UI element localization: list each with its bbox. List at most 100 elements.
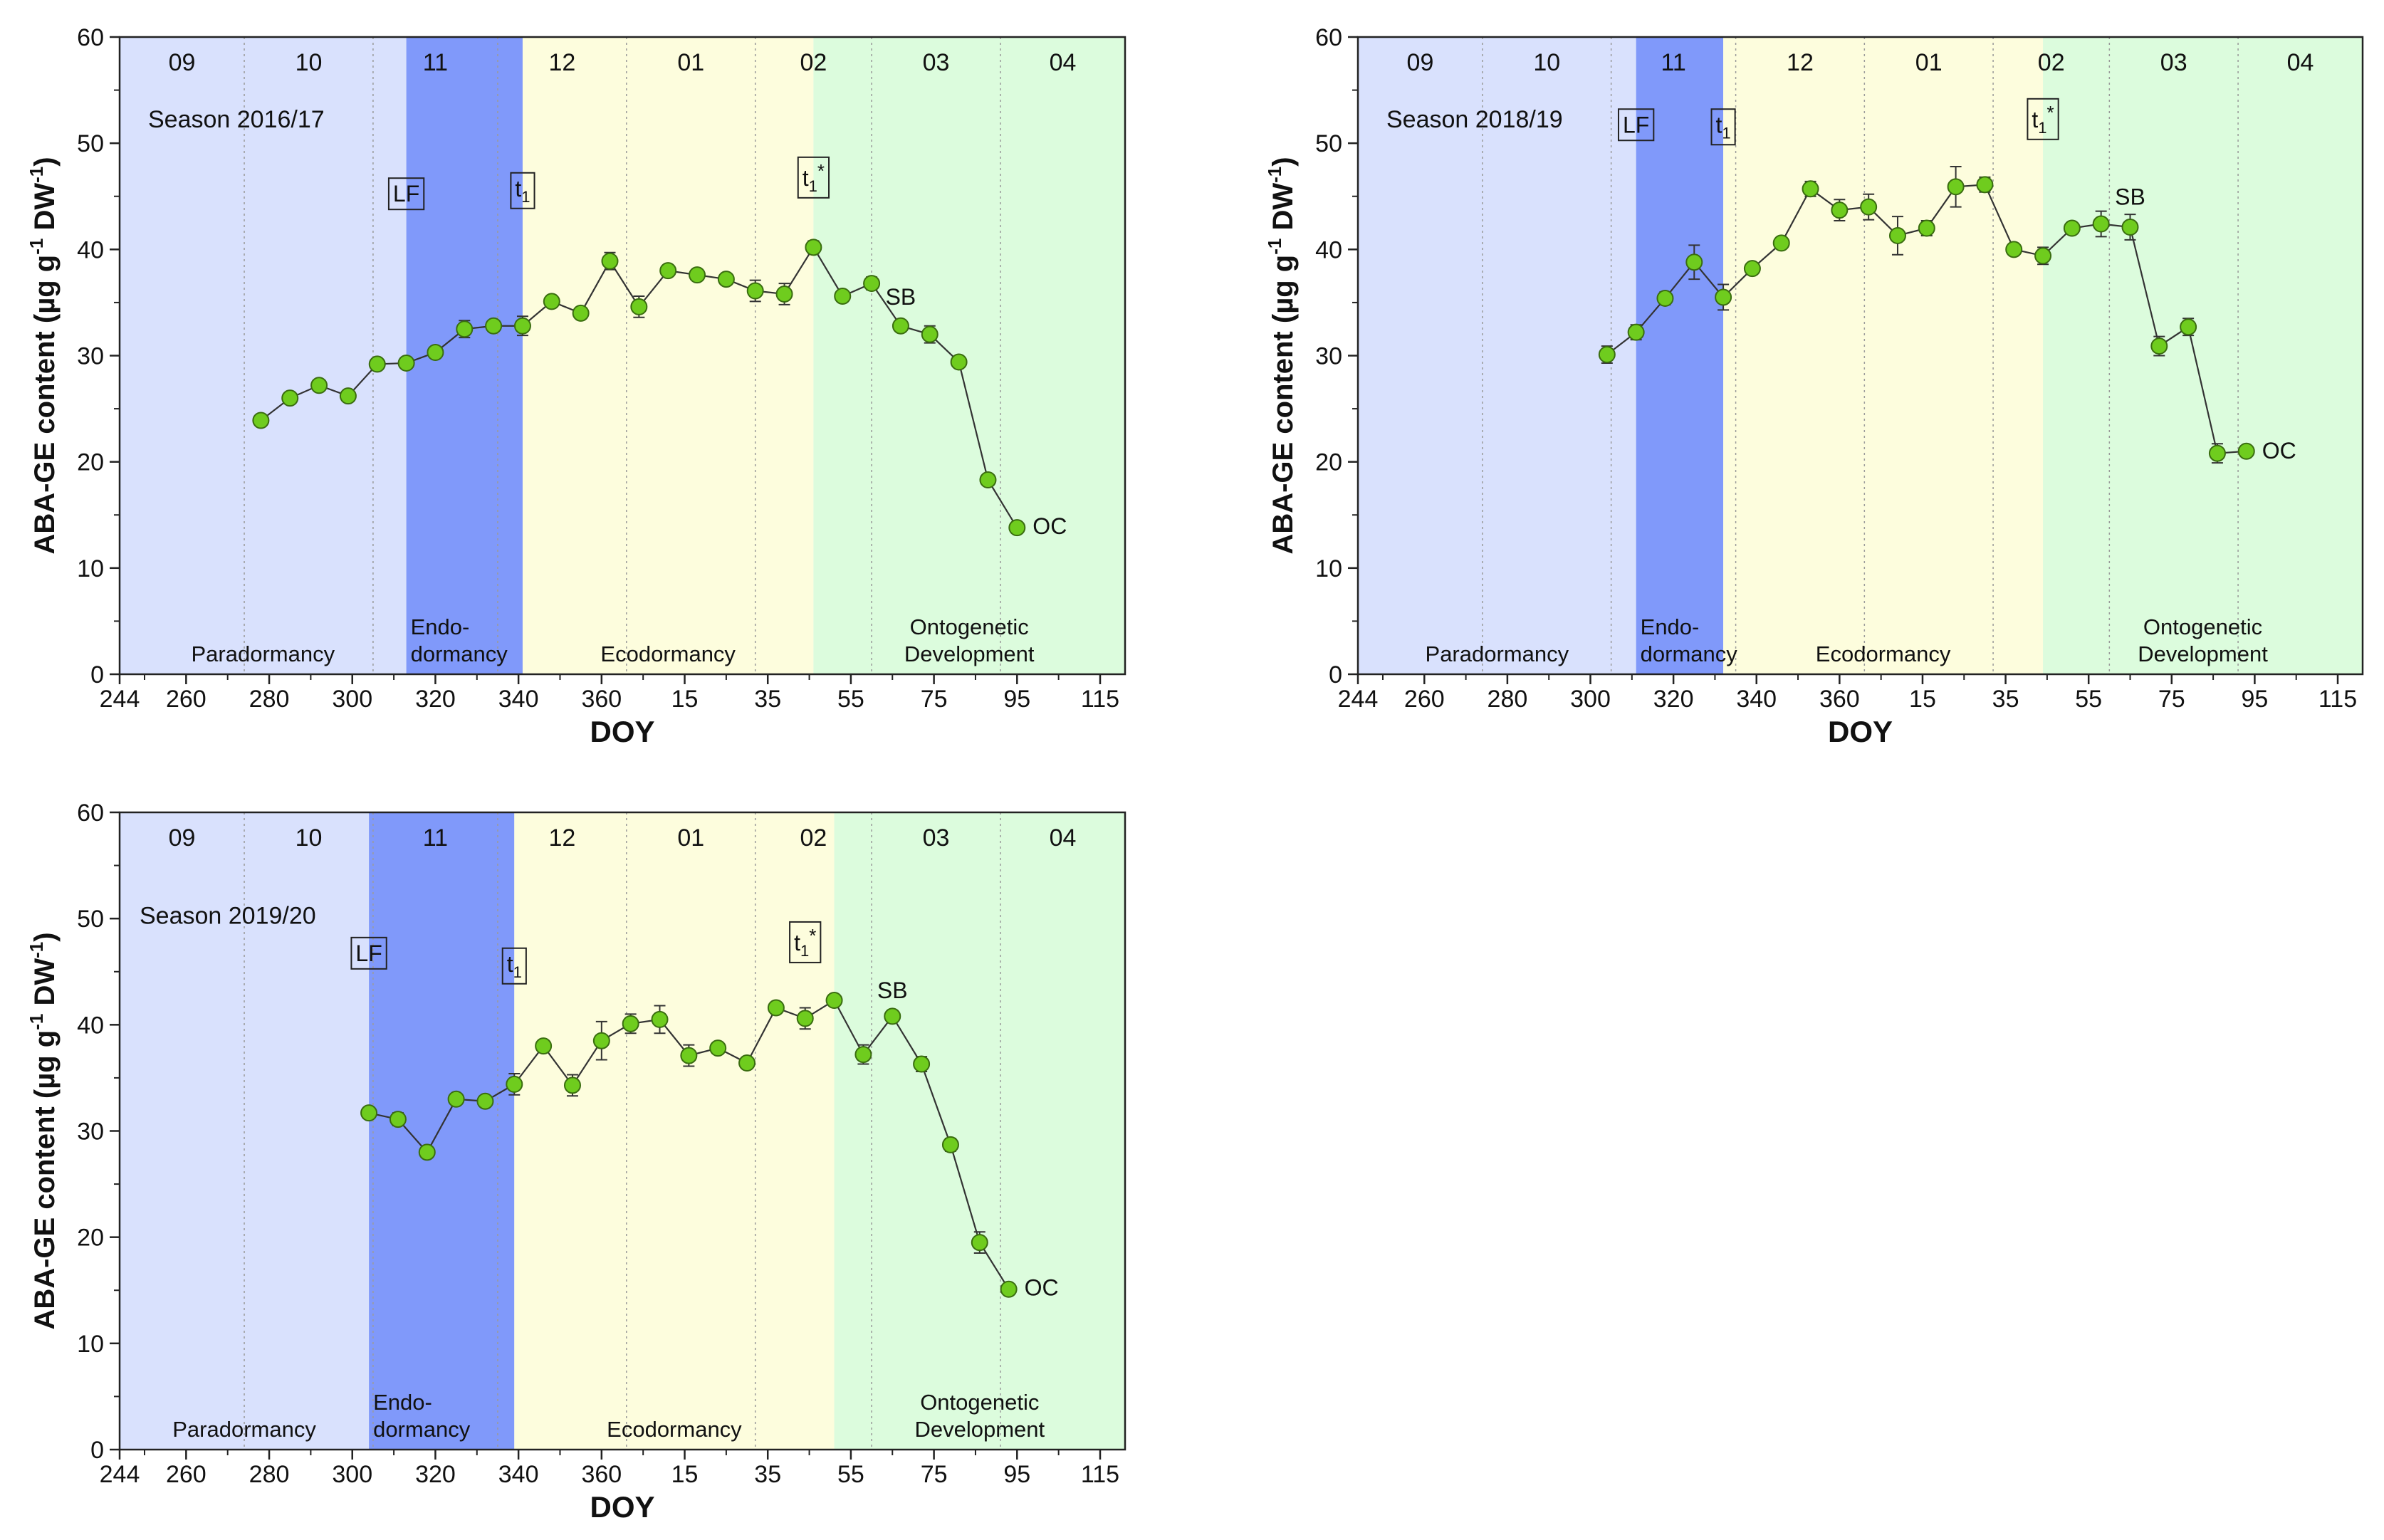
month-label: 01: [677, 824, 704, 852]
data-point: [535, 1037, 553, 1055]
annotation-t1: t1: [507, 951, 522, 981]
annotation-subscript: 1: [809, 177, 817, 195]
data-point: [950, 353, 968, 371]
data-point: [941, 1136, 959, 1153]
y-tick-label: 40: [1315, 236, 1342, 263]
data-point: [2150, 337, 2168, 355]
annotation-box: [797, 156, 830, 199]
data-point: [2208, 444, 2226, 462]
phase-label: Endo-: [373, 1390, 432, 1415]
data-point: [863, 275, 881, 293]
x-tick-label: 75: [921, 1461, 948, 1488]
phase-band: [369, 812, 515, 1450]
data-point: [485, 317, 503, 335]
chart-panel-1: 09 10 11 12 01 02 03 04ParadormancyEndo-dormanc…: [26, 24, 1126, 748]
annotation-text: t: [794, 930, 800, 955]
y-axis-title-part: DW: [1267, 183, 1299, 239]
annotation-text: OC: [1032, 513, 1067, 539]
data-point: [456, 320, 474, 338]
month-label: 02: [800, 824, 827, 852]
y-axis-title: ABA-GE content (µg g-1 DW-1): [26, 932, 61, 1329]
annotation-sb: SB: [877, 978, 908, 1003]
annotation-subscript: 1: [2038, 119, 2046, 137]
y-tick-label: 30: [1315, 343, 1342, 370]
annotation-t1star: t1*: [802, 160, 825, 195]
annotation-text: SB: [886, 284, 916, 310]
x-tick-label: 35: [1992, 686, 2019, 713]
data-point: [892, 317, 909, 335]
x-tick-label: 115: [2318, 686, 2357, 713]
y-axis-title-part: -1: [26, 942, 47, 958]
data-point: [1656, 289, 1674, 307]
annotation-subscript: 1: [513, 963, 522, 981]
annotation-text: SB: [877, 978, 908, 1003]
x-tick-label: 260: [166, 1461, 206, 1488]
annotation-subscript: 1: [521, 188, 530, 206]
month-label: 04: [1050, 824, 1077, 852]
x-tick-label: 244: [100, 1461, 140, 1488]
y-axis-title-part: ): [1267, 157, 1299, 166]
data-point: [1743, 260, 1761, 278]
annotation-superscript: *: [817, 160, 825, 182]
x-tick-label: 300: [332, 1461, 372, 1488]
chart-panel-3: 09 10 11 12 01 02 03 04ParadormancyEndo-dormanc…: [26, 800, 1126, 1524]
data-point: [1860, 198, 1878, 216]
annotation-box: [1617, 108, 1655, 142]
data-point: [427, 344, 444, 362]
x-tick-label: 15: [1909, 686, 1936, 713]
data-point: [659, 262, 677, 280]
y-tick-label: 20: [77, 449, 104, 476]
phase-label: Ecodormancy: [600, 641, 736, 666]
annotation-text: t: [1716, 112, 1722, 137]
x-tick-label: 35: [754, 686, 781, 713]
data-point: [1918, 219, 1935, 237]
month-label: 04: [2287, 49, 2314, 76]
x-tick-label: 35: [754, 1461, 781, 1488]
data-point: [622, 1015, 639, 1032]
x-tick-label: 75: [921, 686, 948, 713]
data-point: [1685, 253, 1703, 271]
month-label: 02: [2038, 49, 2065, 76]
x-tick-label: 320: [415, 1461, 456, 1488]
y-axis-title: ABA-GE content (µg g-1 DW-1): [1264, 157, 1299, 554]
annotation-box: [387, 177, 425, 211]
y-axis-title-part: -1: [1264, 167, 1285, 183]
x-tick-label: 260: [1404, 686, 1445, 713]
y-tick-label: 0: [90, 661, 104, 688]
x-tick-label: 300: [1570, 686, 1611, 713]
y-tick-label: 30: [77, 343, 104, 370]
data-point: [1772, 234, 1790, 252]
phase-label: Ecodormancy: [1816, 641, 1951, 666]
x-tick-label: 55: [837, 1461, 864, 1488]
x-tick-label: 95: [2241, 686, 2268, 713]
x-tick-label: 340: [1736, 686, 1777, 713]
month-label: 03: [2160, 49, 2187, 76]
month-label: 10: [1533, 49, 1560, 76]
phase-band: [522, 37, 814, 674]
data-point: [1888, 226, 1906, 244]
annotation-text: t: [507, 951, 513, 977]
month-label: 03: [923, 49, 950, 76]
data-point: [1000, 1280, 1018, 1298]
annotation-lf: LF: [1623, 112, 1649, 137]
data-point: [389, 1111, 407, 1128]
annotation-text: LF: [1623, 112, 1649, 137]
y-tick-label: 20: [1315, 449, 1342, 476]
month-label: 12: [548, 824, 575, 852]
month-label: 09: [169, 824, 196, 852]
y-tick-label: 40: [77, 1012, 104, 1039]
data-point: [418, 1143, 436, 1161]
x-tick-label: 320: [1653, 686, 1694, 713]
annotation-sb: SB: [886, 284, 916, 310]
data-point: [979, 471, 997, 489]
data-point: [651, 1010, 669, 1028]
y-axis-title: ABA-GE content (µg g-1 DW-1): [26, 157, 61, 554]
data-point: [2092, 215, 2110, 233]
data-point: [1715, 288, 1732, 306]
month-label: 02: [800, 49, 827, 76]
y-tick-label: 20: [77, 1225, 104, 1252]
annotation-superscript: *: [809, 925, 816, 946]
data-point: [796, 1010, 814, 1027]
y-tick-label: 0: [1329, 661, 1342, 688]
annotation-box: [501, 947, 527, 985]
